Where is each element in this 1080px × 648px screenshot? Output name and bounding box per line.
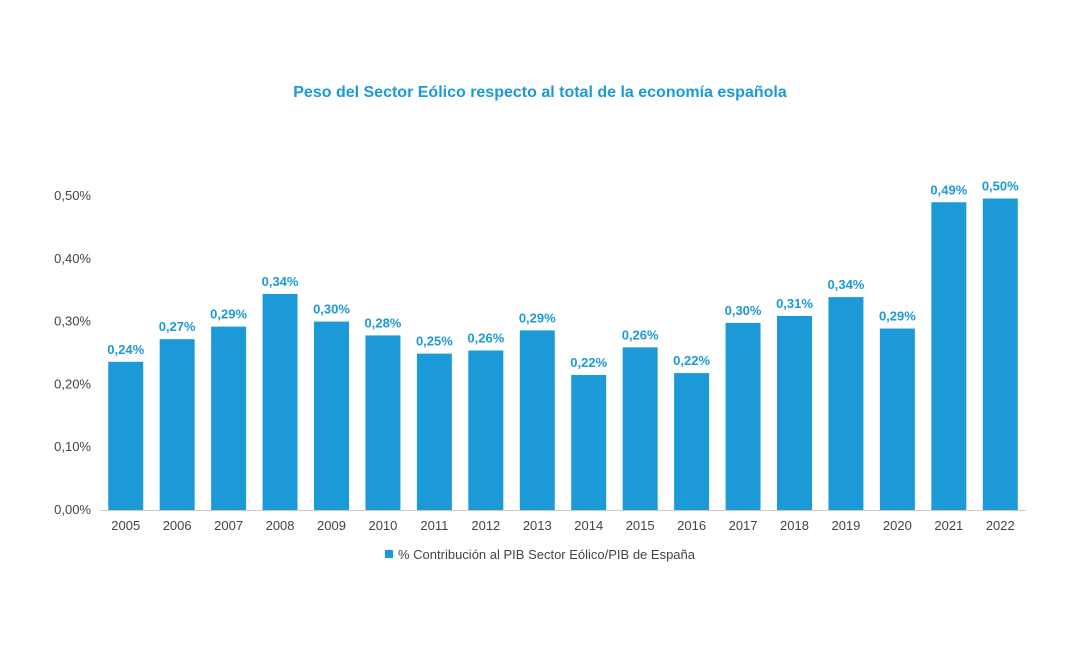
y-tick-label: 0,30%	[54, 314, 91, 329]
x-tick-label: 2012	[471, 518, 500, 533]
x-tick-label: 2022	[986, 518, 1015, 533]
bar	[468, 350, 504, 510]
data-label: 0,25%	[416, 334, 453, 349]
x-tick-label: 2011	[420, 518, 448, 533]
x-tick-label: 2016	[677, 518, 706, 533]
x-tick-label: 2009	[317, 518, 346, 533]
bar	[982, 198, 1018, 510]
bar	[725, 322, 761, 510]
bar	[262, 293, 298, 510]
data-label: 0,26%	[622, 327, 659, 342]
bar	[519, 330, 555, 510]
bar	[211, 326, 247, 510]
data-label: 0,26%	[467, 330, 504, 345]
x-tick-label: 2015	[626, 518, 655, 533]
legend-swatch	[385, 550, 393, 558]
bar	[622, 347, 658, 510]
bar	[314, 321, 349, 510]
data-label: 0,24%	[107, 342, 144, 357]
x-tick-label: 2017	[729, 518, 758, 533]
data-label: 0,30%	[725, 303, 762, 318]
x-tick-label: 2020	[883, 518, 912, 533]
legend-label: % Contribución al PIB Sector Eólico/PIB …	[398, 547, 695, 562]
y-tick-label: 0,20%	[54, 376, 91, 391]
data-label: 0,29%	[879, 309, 916, 324]
x-tick-label: 2014	[574, 518, 603, 533]
bar	[777, 315, 812, 510]
bar	[674, 373, 710, 510]
data-label: 0,29%	[519, 310, 556, 325]
legend: % Contribución al PIB Sector Eólico/PIB …	[0, 547, 1080, 562]
data-label: 0,22%	[673, 353, 710, 368]
data-label: 0,27%	[159, 319, 196, 334]
x-tick-label: 2019	[831, 518, 860, 533]
bar	[879, 328, 915, 510]
data-label: 0,34%	[262, 274, 299, 289]
bar	[571, 374, 607, 510]
bar	[931, 202, 967, 510]
x-tick-label: 2005	[111, 518, 140, 533]
x-tick-label: 2010	[368, 518, 397, 533]
bar	[108, 361, 144, 510]
data-label: 0,28%	[365, 315, 402, 330]
data-label: 0,29%	[210, 307, 247, 322]
bar	[365, 335, 401, 510]
data-label: 0,22%	[570, 355, 607, 370]
y-tick-label: 0,50%	[54, 188, 91, 203]
x-tick-label: 2018	[780, 518, 809, 533]
x-tick-label: 2021	[934, 518, 963, 533]
data-label: 0,34%	[828, 277, 865, 292]
bar	[828, 297, 864, 510]
x-tick-label: 2013	[523, 518, 552, 533]
y-tick-label: 0,00%	[54, 502, 91, 517]
bar	[416, 353, 452, 510]
bar	[159, 339, 195, 510]
data-label: 0,49%	[930, 182, 967, 197]
data-label: 0,50%	[982, 179, 1019, 194]
data-label: 0,31%	[776, 296, 813, 311]
x-tick-label: 2008	[266, 518, 295, 533]
chart-title: Peso del Sector Eólico respecto al total…	[293, 84, 787, 101]
x-tick-label: 2007	[214, 518, 243, 533]
y-tick-label: 0,40%	[54, 251, 91, 266]
data-label: 0,30%	[313, 302, 350, 317]
y-tick-label: 0,10%	[54, 439, 91, 454]
x-tick-label: 2006	[163, 518, 192, 533]
